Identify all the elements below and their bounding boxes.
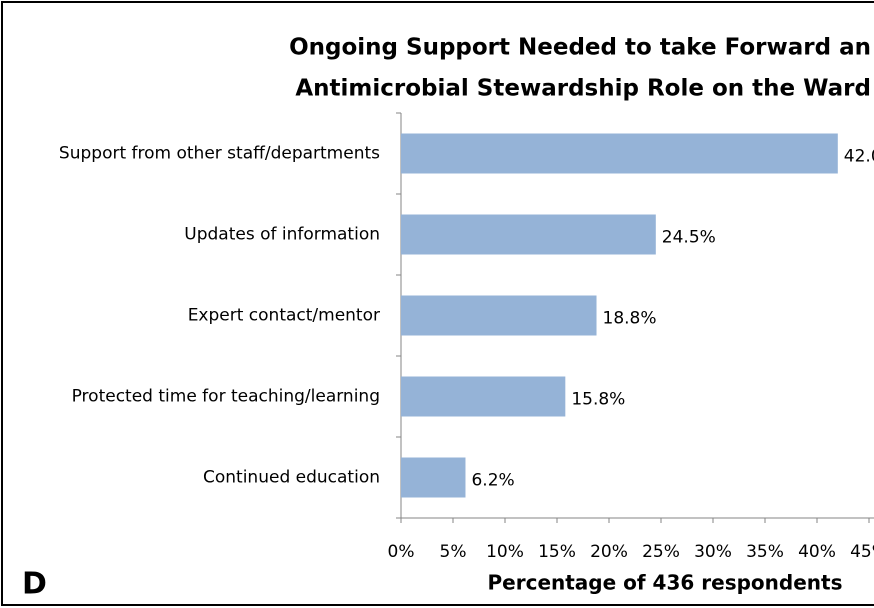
x-tick-label: 0%	[388, 542, 415, 562]
chart-title: Antimicrobial Stewardship Role on the Wa…	[295, 76, 871, 102]
bar	[401, 457, 466, 498]
x-tick-label: 5%	[440, 542, 467, 562]
x-tick-label: 40%	[798, 542, 836, 562]
x-tick-label: 20%	[590, 542, 628, 562]
y-tick-label: Updates of information	[184, 225, 380, 245]
x-tick-label: 30%	[694, 542, 732, 562]
chart-title: Ongoing Support Needed to take Forward a…	[289, 35, 871, 61]
x-tick-label: 15%	[538, 542, 576, 562]
y-tick-label: Protected time for teaching/learning	[72, 387, 380, 407]
y-tick-label: Support from other staff/departments	[59, 144, 380, 164]
y-tick-label: Continued education	[203, 468, 380, 488]
data-label: 18.8%	[603, 309, 657, 329]
bar	[401, 295, 597, 336]
data-label: 24.5%	[662, 228, 716, 248]
data-label: 6.2%	[471, 471, 514, 491]
bar	[401, 133, 838, 174]
data-label: 15.8%	[571, 390, 625, 410]
data-label: 42.0%	[844, 147, 874, 167]
bar	[401, 376, 566, 417]
x-tick-label: 25%	[642, 542, 680, 562]
bar	[401, 214, 656, 255]
panel-label: D	[22, 567, 47, 602]
x-tick-label: 10%	[486, 542, 524, 562]
y-tick-label: Expert contact/mentor	[188, 306, 380, 326]
x-axis-label: Percentage of 436 respondents	[488, 571, 843, 595]
x-tick-label: 45%	[850, 542, 874, 562]
x-tick-label: 35%	[746, 542, 784, 562]
